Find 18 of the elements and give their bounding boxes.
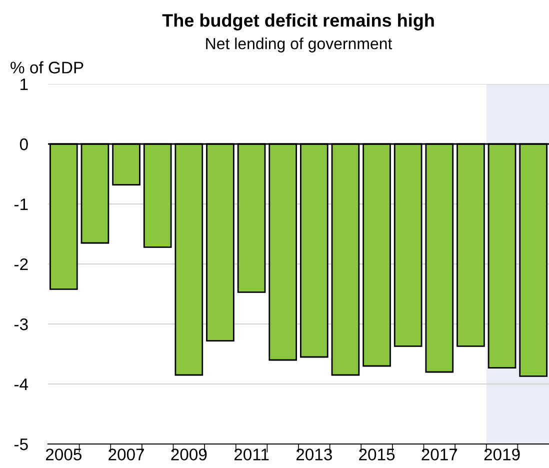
x-tick-label: 2013 [296, 448, 332, 460]
y-tick-label: -2 [14, 258, 28, 270]
x-tick-label: 2011 [234, 448, 269, 460]
y-tick-label: -4 [14, 378, 28, 390]
chart-subtitle: Net lending of government [206, 38, 392, 52]
x-tick-label: 2019 [484, 448, 520, 460]
y-tick-label: 1 [20, 78, 28, 90]
x-tick-label: 2007 [108, 448, 144, 460]
y-tick-label: 0 [20, 138, 28, 150]
y-axis-title: % of GDP [10, 61, 84, 74]
x-tick-label: 2005 [46, 448, 82, 460]
x-tick-label: 2015 [359, 448, 395, 460]
y-tick-label: -3 [14, 318, 28, 330]
y-tick-label: -5 [14, 438, 28, 450]
x-tick-label: 2017 [422, 448, 458, 460]
x-tick-label: 2009 [171, 448, 207, 460]
y-tick-label: -1 [14, 198, 28, 210]
chart-title: The budget deficit remains high [162, 14, 434, 30]
